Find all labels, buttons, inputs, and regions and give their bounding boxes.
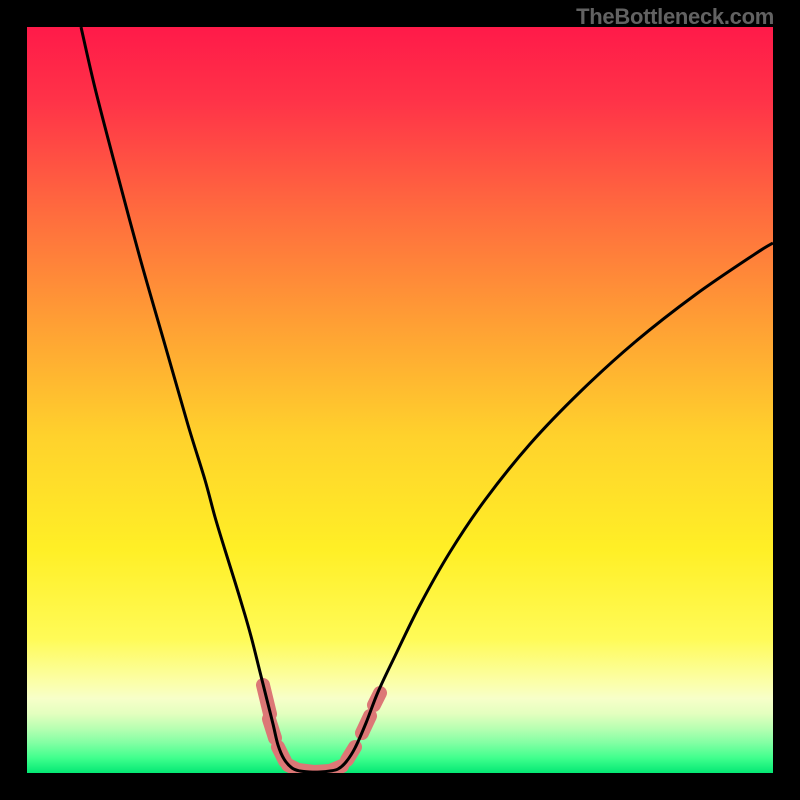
curve-bottom-highlight [263,685,380,772]
watermark-text: TheBottleneck.com [576,4,774,30]
chart-svg [0,0,800,800]
bottleneck-chart: TheBottleneck.com [0,0,800,800]
bottleneck-curve [81,27,773,772]
plot-background [27,27,773,773]
